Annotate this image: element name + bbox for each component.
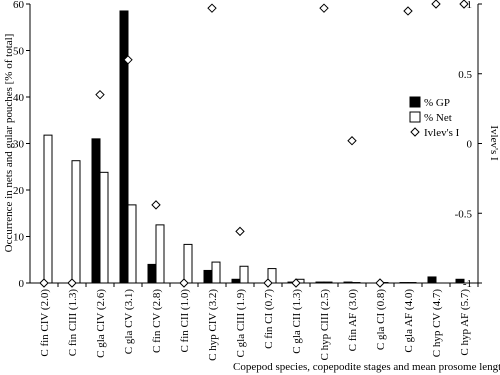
- x-tick-label: C fin CV (2.8): [151, 289, 163, 353]
- x-tick-label: C gla CI (0.8): [375, 289, 387, 350]
- x-tick-label: C fin CIV (2.0): [39, 289, 51, 357]
- legend-label: % GP: [424, 97, 450, 109]
- y-tick-label: 10: [13, 232, 25, 244]
- bar: [99, 171, 109, 284]
- y2-tick-label: 0: [467, 139, 473, 151]
- x-tick-label: C gla CIII (1.9): [235, 289, 247, 358]
- marker: [263, 278, 273, 288]
- marker: [375, 278, 385, 288]
- x-tick-label: C gla CIV (2.6): [95, 289, 107, 358]
- y-tick-label: 60: [13, 0, 25, 11]
- marker: [67, 278, 77, 288]
- legend-label: Ivlev's I: [424, 127, 460, 139]
- bar: [323, 281, 333, 284]
- bar: [239, 265, 249, 284]
- x-tick-label: C gla CV (3.1): [123, 289, 135, 355]
- bar: [183, 243, 193, 284]
- x-tick-label: C gla AF (4.0): [403, 289, 415, 353]
- bar: [211, 261, 221, 284]
- bar: [119, 10, 129, 284]
- marker: [123, 55, 133, 65]
- x-tick-label: C fin AF (3.0): [347, 289, 359, 352]
- bar: [427, 276, 437, 284]
- bar: [43, 134, 53, 284]
- y-axis-label: Occurrence in nets and gular pouches [% …: [3, 34, 15, 253]
- x-tick-label: C hyp AF (5.7): [459, 289, 471, 356]
- bar: [71, 160, 81, 284]
- x-tick-label: C fin CI (0.7): [263, 289, 275, 349]
- bar: [231, 278, 241, 284]
- legend-label: % Net: [424, 112, 452, 124]
- y2-tick-label: 0.5: [458, 69, 472, 81]
- bar: [155, 224, 165, 284]
- marker: [207, 3, 217, 13]
- y2-axis-label: Ivlev's I: [488, 125, 500, 161]
- marker: [431, 0, 441, 9]
- marker: [39, 278, 49, 288]
- bar: [315, 281, 325, 284]
- y-tick-label: 0: [19, 278, 25, 290]
- legend-swatch: [409, 111, 421, 123]
- bar: [343, 281, 353, 284]
- bar: [91, 138, 101, 284]
- x-tick-label: C fin CII (1.0): [179, 289, 191, 353]
- legend-swatch: [409, 96, 421, 108]
- marker: [459, 0, 469, 9]
- bar: [203, 269, 213, 284]
- legend-marker: [410, 127, 420, 137]
- marker: [179, 278, 189, 288]
- y-tick-label: 50: [13, 46, 25, 58]
- bar: [127, 204, 137, 284]
- x-tick-label: C hyp CIV (3.2): [207, 289, 219, 361]
- x-tick-label: C gla CII (1.3): [291, 289, 303, 354]
- y-tick-label: 30: [13, 139, 25, 151]
- y-tick-label: 20: [13, 185, 25, 197]
- x-tick-label: C fin CIII (1.3): [67, 289, 79, 357]
- x-tick-label: C hyp CIII (2.5): [319, 289, 331, 361]
- y2-tick-label: 1: [467, 0, 473, 11]
- bar: [147, 263, 157, 284]
- marker: [95, 89, 105, 100]
- y-tick-label: 40: [13, 92, 25, 104]
- y2-tick-label: -1: [463, 278, 472, 290]
- y2-tick-label: -0.5: [455, 208, 473, 220]
- x-axis-label: Copepod species, copepodite stages and m…: [233, 361, 500, 373]
- marker: [235, 226, 245, 237]
- x-tick-label: C hyp CV (4.7): [431, 289, 443, 358]
- marker: [403, 6, 413, 16]
- marker: [291, 278, 301, 288]
- marker: [347, 136, 357, 146]
- marker: [151, 200, 161, 210]
- marker: [319, 3, 329, 13]
- bar: [455, 278, 465, 284]
